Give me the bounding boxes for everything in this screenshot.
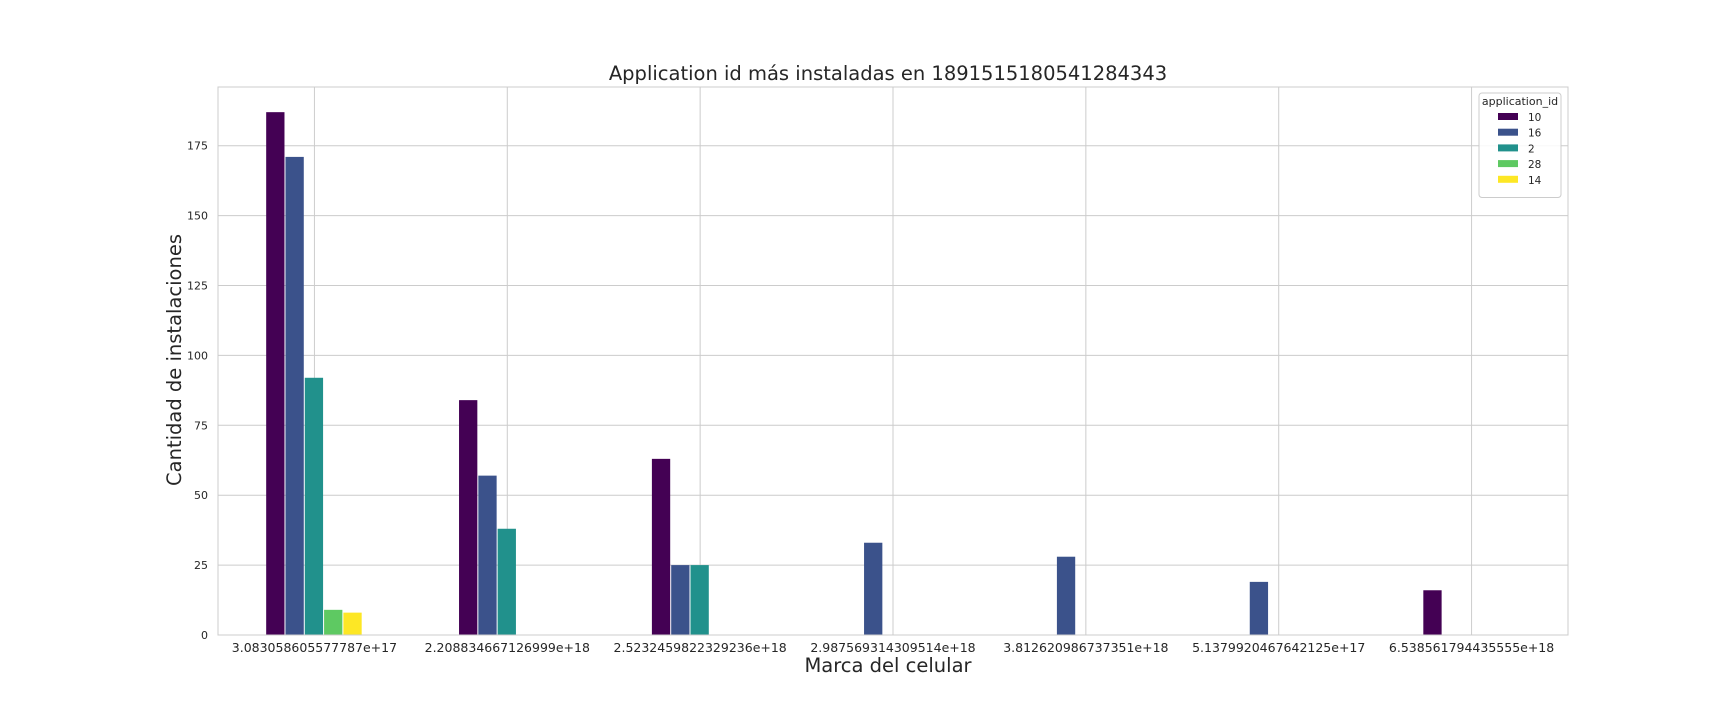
bar: [304, 377, 324, 635]
bar: [671, 565, 690, 635]
x-tick-label: 3.083058605577787e+17: [232, 640, 397, 655]
x-tick-label: 6.538561794435555e+18: [1389, 640, 1554, 655]
bar: [478, 475, 497, 635]
y-tick-label: 125: [187, 280, 208, 293]
legend-swatch: [1498, 175, 1518, 183]
x-tick-label: 2.5232459822329236e+18: [614, 640, 787, 655]
legend-box: [1478, 92, 1562, 198]
legend-swatch: [1498, 160, 1518, 168]
y-tick-label: 25: [194, 559, 208, 572]
bar: [1249, 581, 1269, 635]
x-tick-label: 2.208834667126999e+18: [425, 640, 590, 655]
bar: [324, 609, 343, 635]
bar: [1056, 556, 1076, 635]
legend-entry-label: 16: [1528, 128, 1542, 140]
bar: [459, 400, 478, 635]
legend-entry-label: 14: [1528, 175, 1542, 187]
y-tick-label: 175: [187, 140, 208, 153]
bar: [690, 565, 709, 635]
plot-area: 0 25 50 75 100 125 150 175 3.083058605577787e+17…: [187, 86, 1569, 655]
bar: [1423, 590, 1442, 635]
bar: [651, 458, 671, 635]
bar: [864, 542, 883, 635]
legend-swatch: [1498, 144, 1518, 152]
bar: [266, 112, 285, 635]
y-tick-label: 75: [194, 419, 208, 432]
x-tick-label: 3.812620986737351e+18: [1003, 640, 1168, 655]
y-axis-label: Cantidad de instalaciones: [163, 234, 186, 486]
legend-entry-label: 28: [1528, 159, 1541, 171]
bar: [497, 528, 516, 635]
plot-frame: [217, 86, 1569, 636]
y-tick-label: 150: [187, 210, 208, 223]
legend-title: application_id: [1482, 95, 1558, 108]
legend-entry-label: 10: [1528, 112, 1541, 124]
chart-title: Application id más instaladas en 1891515…: [609, 62, 1167, 85]
y-tick-label: 100: [187, 349, 208, 362]
legend-swatch: [1498, 113, 1518, 120]
legend-swatch: [1498, 128, 1518, 136]
y-tick-label: 0: [201, 629, 208, 642]
bar: [285, 156, 304, 636]
x-tick-label: 2.987569314309514e+18: [810, 640, 975, 655]
legend: application_id 10 16 2 28 14: [1478, 92, 1562, 198]
bar: [343, 612, 362, 635]
legend-entry-label: 2: [1528, 143, 1535, 155]
x-axis-label: Marca del celular: [804, 654, 972, 677]
x-tick-label: 5.1379920467642125e+17: [1192, 640, 1365, 655]
y-tick-label: 50: [194, 489, 208, 502]
